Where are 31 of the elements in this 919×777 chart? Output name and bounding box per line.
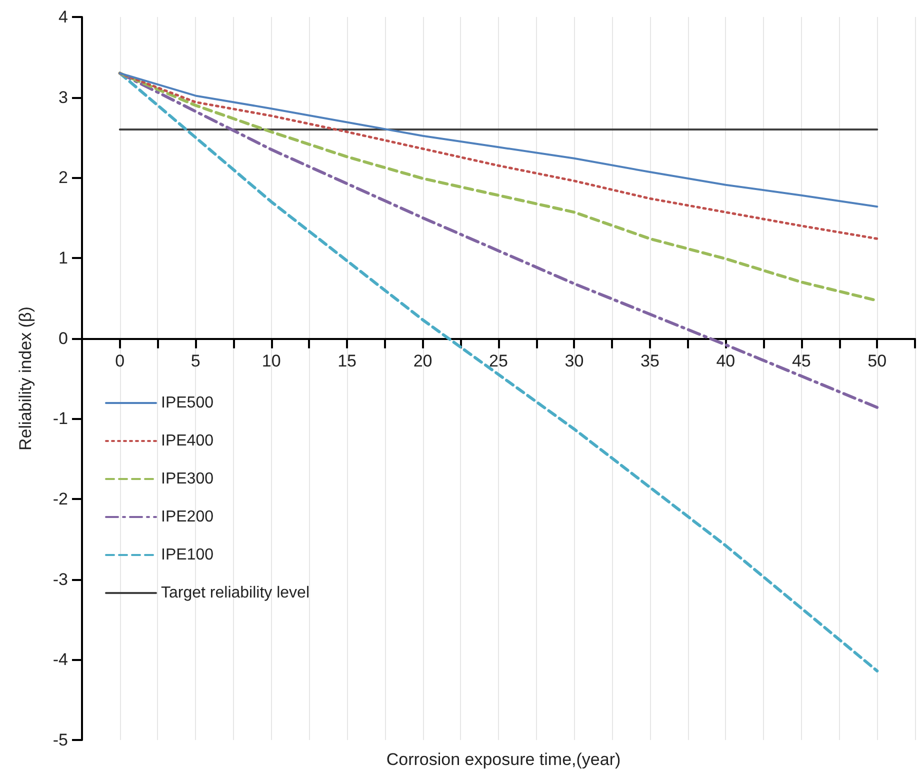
- legend-label: Target reliability level: [161, 584, 310, 602]
- x-tick-label: 15: [338, 351, 357, 370]
- y-tick-label: -4: [52, 650, 68, 670]
- x-tick-label: 50: [868, 351, 887, 370]
- x-tick-label: 20: [413, 351, 432, 370]
- y-tick-label: -5: [52, 730, 68, 750]
- legend-label: IPE400: [161, 432, 214, 450]
- x-tick-label: 10: [262, 351, 281, 370]
- y-tick-label: -2: [52, 490, 68, 508]
- y-tick-label: 4: [58, 8, 68, 26]
- legend-label: IPE300: [161, 470, 214, 488]
- x-tick-label: 35: [640, 351, 660, 370]
- x-tick-label: 5: [190, 351, 200, 370]
- legend-label: IPE200: [161, 508, 214, 526]
- y-tick-label: 0: [58, 328, 68, 348]
- y-tick-label: 3: [58, 88, 68, 107]
- line-series: [118, 72, 878, 208]
- legend-label: IPE500: [161, 394, 214, 412]
- y-tick-label: -1: [52, 409, 68, 428]
- legend-label: IPE100: [161, 546, 214, 564]
- x-tick-label: 30: [564, 351, 584, 370]
- x-tick-label: 45: [792, 351, 811, 370]
- x-tick-label: 0: [115, 351, 125, 370]
- x-tick-label: 40: [716, 351, 736, 370]
- y-tick-label: -3: [52, 570, 68, 589]
- y-axis-title: Reliability index (β): [16, 306, 35, 450]
- line-series: [118, 72, 878, 240]
- y-tick-label: 1: [58, 248, 68, 268]
- x-tick-label: 25: [489, 351, 508, 370]
- x-axis-title: Corrosion exposure time,(year): [386, 750, 621, 769]
- y-tick-label: 2: [58, 168, 68, 188]
